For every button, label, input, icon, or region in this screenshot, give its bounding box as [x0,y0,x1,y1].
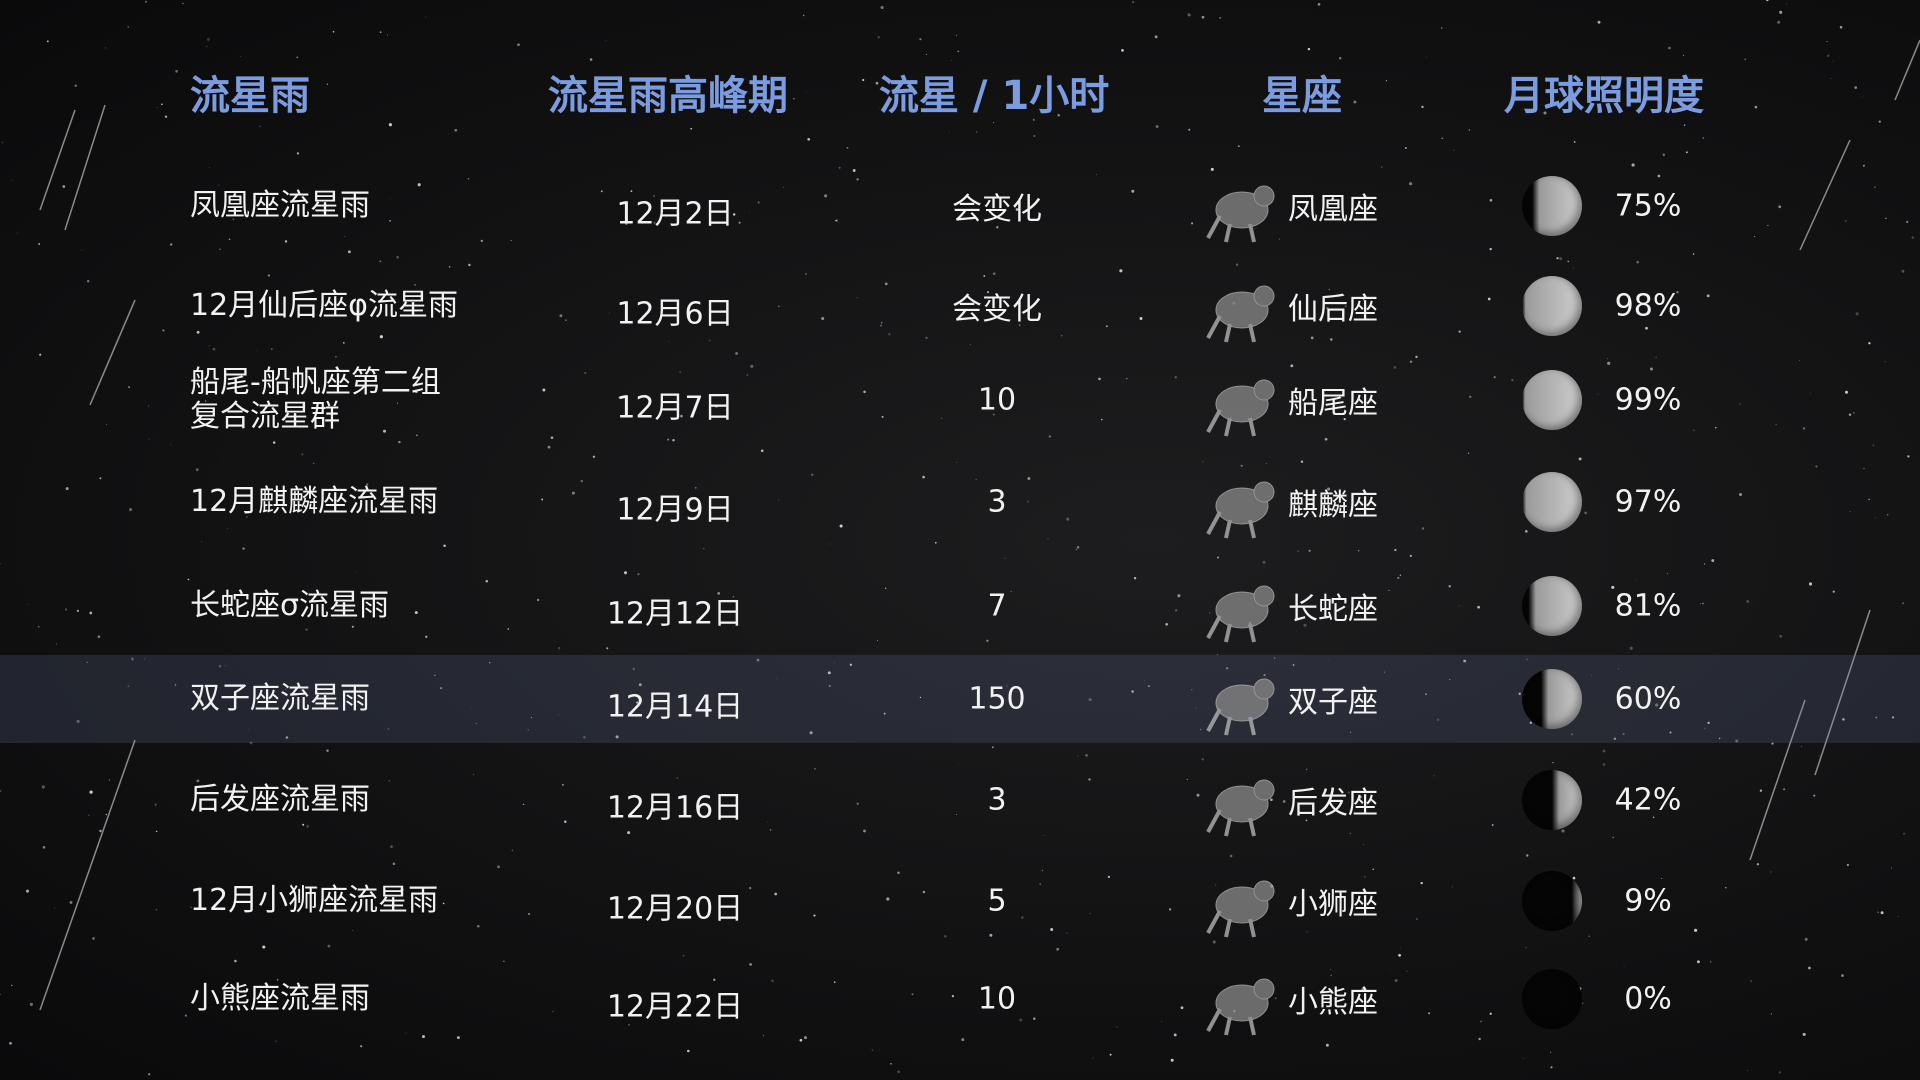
moon-illumination: 81% [1614,588,1682,624]
gemini-twins-icon [1190,659,1285,739]
constellation-name: 凤凰座 [1288,192,1378,227]
peak-date: 12月14日 [606,689,744,725]
shower-name: 凤凰座流星雨 [190,188,370,223]
table-row: 小熊座流星雨 12月22日 10 小熊座 0% [0,951,1920,1047]
meteors-per-hour: 10 [977,382,1017,418]
moon-illumination: 97% [1614,484,1682,520]
constellation-name: 双子座 [1288,685,1378,720]
peak-date: 12月22日 [606,989,744,1025]
phoenix-figure-icon [1190,166,1285,246]
moon-phase-icon [1522,176,1582,236]
peak-date: 12月20日 [606,891,744,927]
moon-phase-icon [1522,576,1582,636]
shower-name: 船尾-船帆座第二组 复合流星群 [190,365,441,434]
table-row: 12月仙后座φ流星雨 12月6日 会变化 仙后座 98% [0,258,1920,354]
meteors-per-hour: 会变化 [952,292,1042,327]
peak-date: 12月2日 [616,196,734,232]
table-row: 后发座流星雨 12月16日 3 后发座 42% [0,752,1920,848]
header-shower: 流星雨 [190,73,310,119]
ursa-minor-bear-icon [1190,959,1285,1039]
moon-illumination: 60% [1614,681,1682,717]
moon-phase-icon [1522,669,1582,729]
unicorn-figure-icon [1190,462,1285,542]
table-row: 12月麒麟座流星雨 12月9日 3 麒麟座 97% [0,454,1920,550]
header-peak: 流星雨高峰期 [548,73,788,119]
meteors-per-hour: 10 [977,981,1017,1017]
shower-name: 小熊座流星雨 [190,981,370,1016]
constellation-name: 仙后座 [1288,292,1378,327]
shower-name: 双子座流星雨 [190,681,370,716]
table-row: 12月小狮座流星雨 12月20日 5 小狮座 9% [0,853,1920,949]
table-row: 船尾-船帆座第二组 复合流星群 12月7日 10 船尾座 99% [0,352,1920,448]
table-row: 长蛇座σ流星雨 12月12日 7 长蛇座 81% [0,558,1920,654]
meteors-per-hour: 会变化 [952,192,1042,227]
constellation-name: 麒麟座 [1288,488,1378,523]
constellation-name: 船尾座 [1288,386,1378,421]
peak-date: 12月16日 [606,790,744,826]
peak-date: 12月6日 [616,296,734,332]
meteors-per-hour: 7 [987,588,1007,624]
meteors-per-hour: 150 [968,681,1026,717]
moon-phase-icon [1522,370,1582,430]
moon-illumination: 98% [1614,288,1682,324]
peak-date: 12月7日 [616,390,734,426]
meteors-per-hour: 5 [987,883,1007,919]
header-rate: 流星 / 1小时 [879,73,1110,119]
constellation-name: 后发座 [1288,786,1378,821]
shower-name: 后发座流星雨 [190,782,370,817]
moon-illumination: 42% [1614,782,1682,818]
shower-name: 12月麒麟座流星雨 [190,484,439,519]
moon-illumination: 0% [1624,981,1672,1017]
shower-name: 12月仙后座φ流星雨 [190,288,458,323]
table-row: 凤凰座流星雨 12月2日 会变化 凤凰座 75% [0,158,1920,254]
peak-date: 12月12日 [606,596,744,632]
constellation-name: 小狮座 [1288,887,1378,922]
hydra-serpent-icon [1190,566,1285,646]
header-constellation: 星座 [1262,73,1342,119]
coma-berenices-hair-icon [1190,760,1285,840]
moon-illumination: 9% [1624,883,1672,919]
meteors-per-hour: 3 [987,484,1007,520]
constellation-name: 长蛇座 [1288,592,1378,627]
header-moon: 月球照明度 [1504,73,1704,119]
moon-phase-icon [1522,969,1582,1029]
moon-phase-icon [1522,472,1582,532]
shower-name: 12月小狮座流星雨 [190,883,439,918]
moon-phase-icon [1522,770,1582,830]
moon-phase-icon [1522,276,1582,336]
table-row: 双子座流星雨 12月14日 150 双子座 60% [0,655,1920,743]
meteors-per-hour: 3 [987,782,1007,818]
shower-name: 长蛇座σ流星雨 [190,588,390,623]
moon-illumination: 99% [1614,382,1682,418]
moon-phase-icon [1522,871,1582,931]
peak-date: 12月9日 [616,492,734,528]
puppis-ship-icon [1190,360,1285,440]
leo-minor-lion-icon [1190,861,1285,941]
constellation-name: 小熊座 [1288,985,1378,1020]
cassiopeia-figure-icon [1190,266,1285,346]
moon-illumination: 75% [1614,188,1682,224]
